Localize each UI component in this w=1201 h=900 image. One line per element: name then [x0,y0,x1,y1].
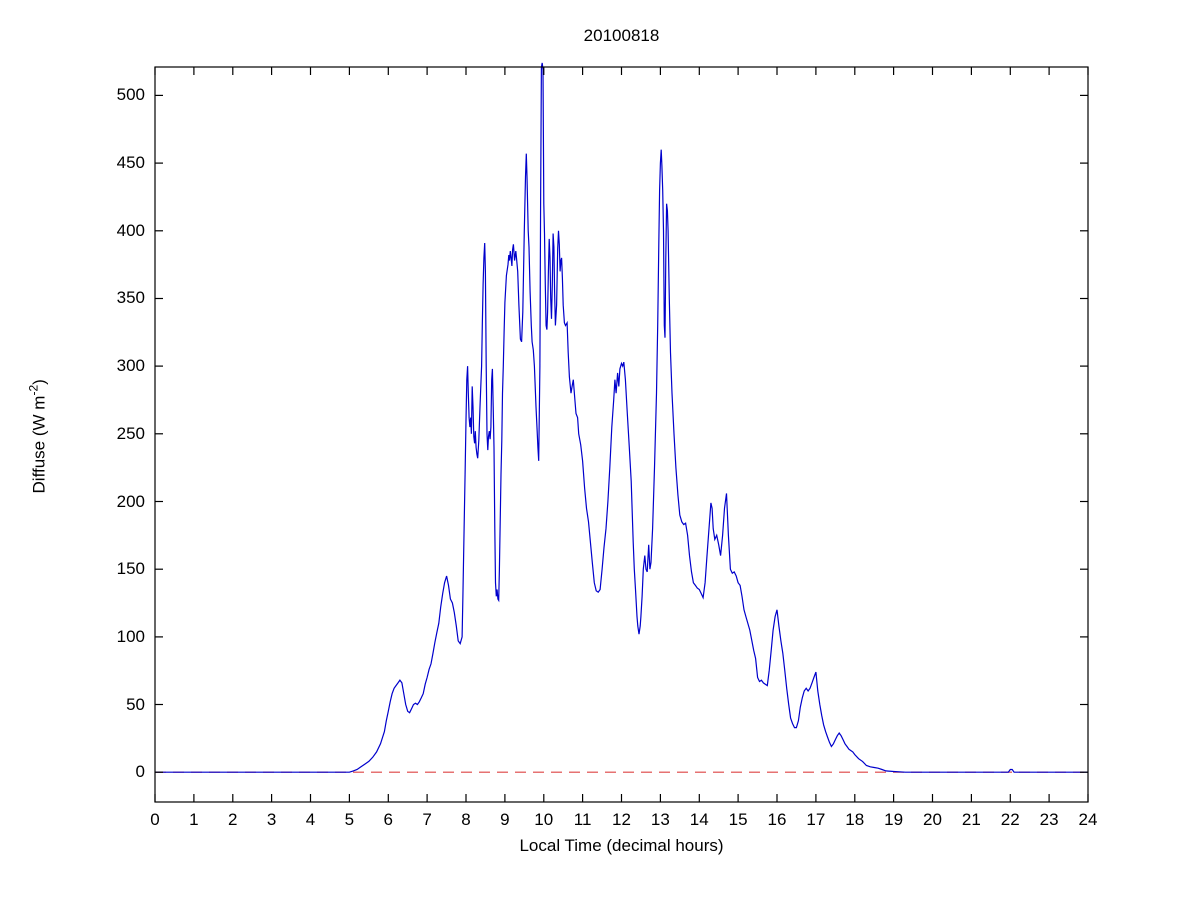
axes-frame [154,66,1089,803]
y-axis-label: Diffuse (W m-2) [26,379,49,494]
chart-title: 20100818 [583,26,660,45]
x-axis-label: Local Time (decimal hours) [519,836,724,855]
ylabel-superscript: -2 [26,384,41,396]
diffuse-line [155,62,1088,773]
